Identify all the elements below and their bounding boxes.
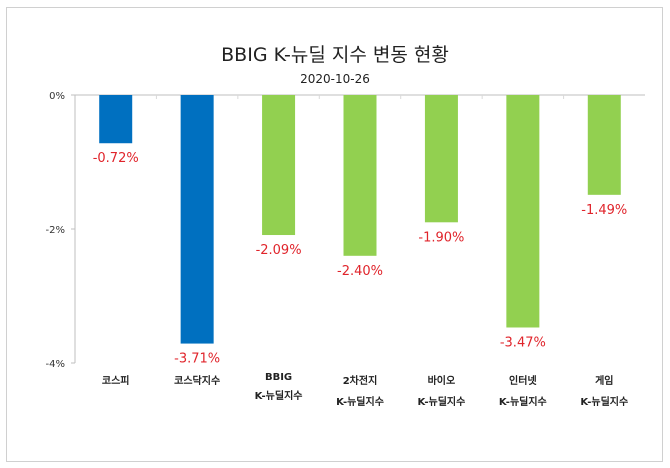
x-category-label: 코스피	[102, 374, 130, 387]
chart-subtitle: 2020-10-26	[300, 72, 370, 86]
y-tick-label: -2%	[46, 225, 65, 236]
x-category-label: 게임	[595, 374, 613, 387]
data-label: -2.09%	[256, 243, 302, 258]
data-label: -2.40%	[337, 264, 383, 279]
x-category-label: K-뉴딜지수	[336, 395, 384, 408]
x-category-label: K-뉴딜지수	[499, 395, 547, 408]
x-category-label: K-뉴딜지수	[580, 395, 628, 408]
bar	[262, 95, 296, 236]
bar	[424, 95, 458, 223]
chart-title: BBIG K-뉴딜 지수 변동 현황	[221, 44, 449, 66]
x-category-label: 2차전지	[343, 374, 378, 387]
bar	[587, 95, 621, 195]
bar	[343, 95, 377, 256]
x-category-label: BBIG	[265, 372, 292, 383]
x-category-label: 바이오	[428, 374, 456, 387]
y-tick-label: 0%	[49, 91, 65, 102]
bar	[506, 95, 540, 328]
y-tick-label: -4%	[46, 359, 65, 370]
x-category-label: K-뉴딜지수	[418, 395, 466, 408]
x-category-label: 인터넷	[509, 374, 537, 387]
data-label: -1.90%	[418, 230, 464, 245]
chart-frame	[6, 7, 663, 462]
data-label: -1.49%	[581, 203, 627, 218]
bar	[180, 95, 214, 344]
data-label: -3.47%	[500, 335, 546, 350]
bar	[99, 95, 133, 144]
x-category-label: 코스닥지수	[174, 374, 220, 387]
data-label: -3.71%	[174, 352, 220, 367]
data-label: -0.72%	[93, 151, 139, 166]
x-category-label: K-뉴딜지수	[255, 389, 303, 402]
